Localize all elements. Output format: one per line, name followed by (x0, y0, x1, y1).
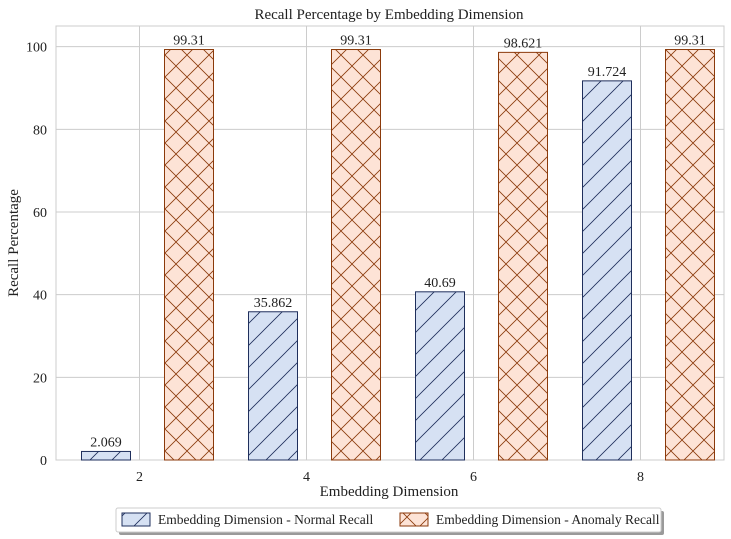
y-tick-label: 40 (33, 289, 47, 304)
plot-area: 2.069 99.31 35.862 99.31 40.69 98.621 91.724 99… (26, 25, 725, 485)
legend-swatch (399, 512, 429, 527)
y-tick-label: 80 (33, 123, 47, 138)
bar-value-label: 99.31 (173, 34, 205, 49)
x-axis-ticks: 2 4 6 8 (136, 470, 644, 485)
y-axis-ticks: 0 20 40 60 80 100 (26, 41, 47, 469)
legend: Embedding Dimension - Normal Recall Embed… (115, 507, 664, 535)
y-tick-label: 100 (26, 41, 47, 56)
bar-value-label: 91.724 (588, 65, 627, 80)
legend-label: Embedding Dimension - Anomaly Recall (436, 512, 660, 527)
bar-normal-recall (415, 291, 465, 461)
bar-anomaly-recall (164, 49, 214, 461)
chart-title: Recall Percentage by Embedding Dimension (254, 7, 524, 23)
y-tick-label: 0 (40, 454, 47, 469)
bar-value-label: 35.862 (254, 296, 293, 311)
legend-items: Embedding Dimension - Normal Recall Embed… (121, 512, 660, 527)
bar-anomaly-recall (498, 51, 548, 461)
legend-swatch (121, 512, 151, 527)
bar-normal-recall (582, 80, 632, 461)
x-axis-title: Embedding Dimension (320, 484, 459, 500)
bar-normal-recall (248, 311, 298, 461)
bar-value-label: 2.069 (90, 435, 122, 450)
bar-labels: 2.069 99.31 35.862 99.31 40.69 98.621 91.724 99… (90, 34, 706, 451)
bar-anomaly-recall (331, 49, 381, 461)
legend-box (115, 507, 662, 533)
legend-label: Embedding Dimension - Normal Recall (158, 512, 373, 527)
x-tick-label: 8 (637, 470, 644, 485)
x-tick-label: 4 (303, 470, 310, 485)
bars (81, 49, 715, 461)
bar-value-label: 98.621 (504, 36, 543, 51)
y-axis-title: Recall Percentage (6, 189, 22, 297)
x-tick-label: 2 (136, 470, 143, 485)
bar-anomaly-recall (665, 49, 715, 461)
y-tick-label: 20 (33, 371, 47, 386)
bar-value-label: 40.69 (424, 276, 456, 291)
bar-value-label: 99.31 (340, 34, 372, 49)
bar-value-label: 99.31 (674, 34, 706, 49)
bar-normal-recall (81, 450, 131, 461)
x-tick-label: 6 (470, 470, 477, 485)
y-tick-label: 60 (33, 206, 47, 221)
